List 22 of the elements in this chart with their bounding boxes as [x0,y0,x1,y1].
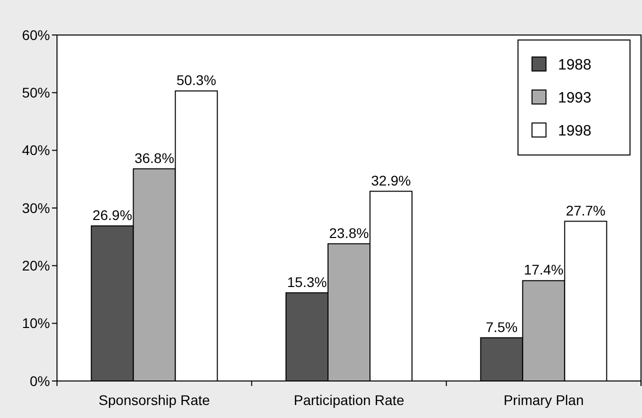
text: 50.3% [176,72,216,88]
y-tick-label: 10% [22,315,50,332]
y-tick-label: 0% [30,372,50,389]
text: 32.9% [371,172,411,188]
x-tick-label: Sponsorship Rate [98,392,210,408]
y-tick-label: 30% [22,200,50,216]
x-tick-label: Primary Plan [504,392,584,408]
y-tick-label: 40% [22,142,50,158]
text: 27.7% [566,202,606,218]
y-tick-label: 50% [22,84,50,101]
legend-label: 1993 [558,89,592,106]
text: 17.4% [524,262,564,278]
y-tick-label: 20% [22,258,50,274]
x-tick-label: Participation Rate [294,392,404,408]
text: 26.9% [92,206,132,223]
y-tick-label: 60% [22,26,50,43]
text: 23.8% [329,224,369,241]
text: 36.8% [134,150,174,166]
legend-label: 1998 [558,122,592,140]
text: 15.3% [287,274,327,290]
text: 7.5% [486,318,518,335]
legend-label: 1988 [558,56,592,74]
